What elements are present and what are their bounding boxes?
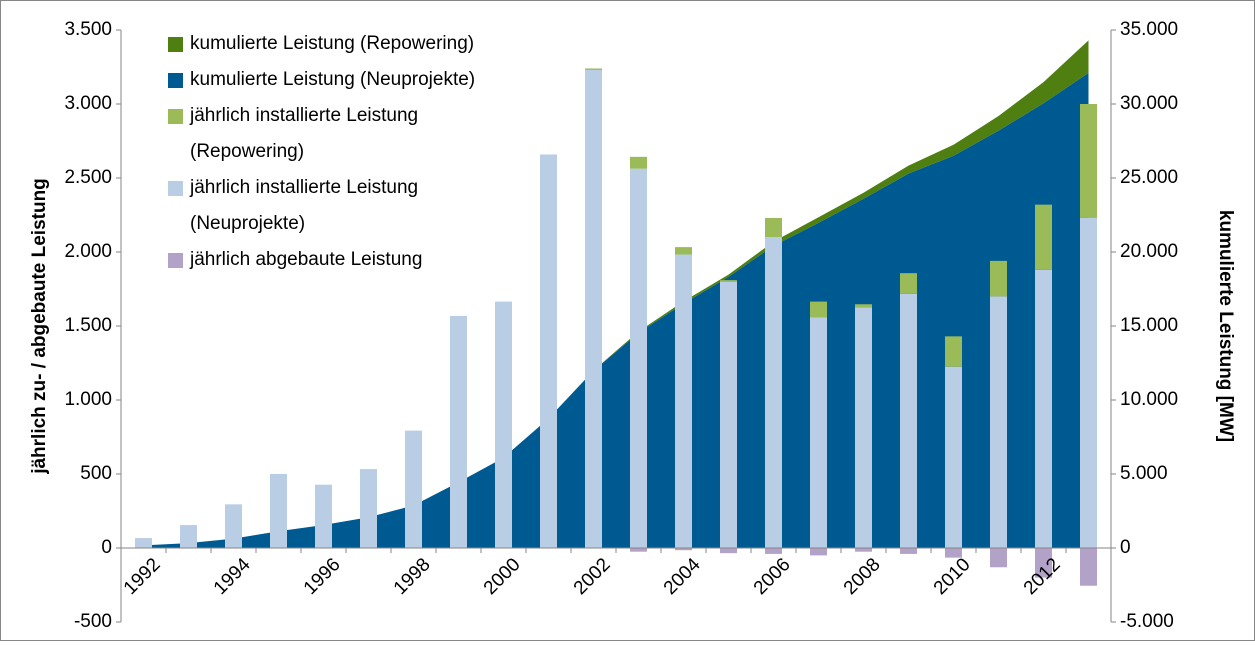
bar	[765, 217, 782, 238]
bar	[945, 366, 962, 548]
bar	[765, 548, 782, 554]
bar	[630, 548, 647, 552]
bar	[630, 156, 647, 169]
bar	[855, 307, 872, 548]
y2-tick-label: -5.000	[1120, 611, 1174, 632]
legend-swatch	[168, 181, 183, 196]
bar	[225, 504, 242, 548]
bar	[855, 304, 872, 308]
legend-swatch	[168, 253, 183, 268]
bar	[720, 281, 737, 548]
legend-item: kumulierte Leistung (Repowering)	[168, 26, 498, 62]
y-tick-label: 2.500	[64, 167, 112, 188]
bar	[1080, 217, 1097, 548]
legend-swatch	[168, 37, 183, 52]
legend-label: jährlich abgebaute Leistung	[190, 249, 423, 270]
bar	[810, 548, 827, 556]
bar	[1035, 548, 1052, 578]
bar	[1035, 269, 1052, 548]
bar	[810, 317, 827, 548]
legend-item: jährlich installierte Leistung (Repoweri…	[168, 98, 498, 170]
y2-axis-title: kumulierte Leistung [MW]	[1215, 210, 1236, 442]
y2-tick-label: 10.000	[1120, 389, 1178, 410]
bar	[270, 474, 287, 548]
bar	[900, 273, 917, 294]
y2-tick-label: 5.000	[1120, 463, 1168, 484]
bar	[1080, 548, 1097, 586]
bar	[720, 280, 737, 282]
legend-label: jährlich installierte Leistung (Neuproje…	[190, 177, 419, 234]
bar	[990, 260, 1007, 297]
bar	[765, 237, 782, 548]
y-tick-label: 0	[101, 537, 112, 558]
bar	[720, 548, 737, 554]
y-tick-label: 1.500	[64, 315, 112, 336]
bar	[585, 68, 602, 70]
bar	[315, 484, 332, 548]
legend: kumulierte Leistung (Repowering) kumulier…	[168, 26, 498, 278]
bar	[945, 336, 962, 367]
bar	[405, 430, 422, 548]
y2-tick-label: 15.000	[1120, 315, 1178, 336]
bar	[585, 69, 602, 549]
bar	[180, 525, 197, 548]
bar	[450, 315, 467, 548]
y2-tick-label: 20.000	[1120, 241, 1178, 262]
legend-label: kumulierte Leistung (Repowering)	[190, 33, 475, 54]
bar	[990, 548, 1007, 568]
legend-item: jährlich abgebaute Leistung	[168, 242, 498, 278]
legend-label: jährlich installierte Leistung (Repoweri…	[190, 105, 419, 162]
bar	[675, 254, 692, 549]
bar	[855, 548, 872, 552]
y-axis-title: jährlich zu- / abgebaute Leistung	[29, 178, 50, 475]
y-tick-label: 2.000	[64, 241, 112, 262]
y-tick-label: 3.000	[64, 93, 112, 114]
y2-tick-label: 25.000	[1120, 167, 1178, 188]
legend-label: kumulierte Leistung (Neuprojekte)	[190, 69, 476, 90]
y-tick-label: 500	[80, 463, 112, 484]
bar	[900, 548, 917, 554]
bar	[495, 301, 512, 548]
area	[143, 72, 1089, 549]
legend-swatch	[168, 73, 183, 88]
y-tick-label: -500	[74, 611, 112, 632]
bar	[675, 548, 692, 551]
bar	[900, 293, 917, 548]
y2-tick-label: 35.000	[1120, 19, 1178, 40]
legend-item: kumulierte Leistung (Neuprojekte)	[168, 62, 498, 98]
bar	[945, 548, 962, 558]
bar	[675, 247, 692, 255]
bar	[630, 168, 647, 548]
y-tick-label: 1.000	[64, 389, 112, 410]
bar	[1035, 204, 1052, 270]
bar	[360, 469, 377, 548]
y2-tick-label: 0	[1120, 537, 1131, 558]
bar	[990, 296, 1007, 548]
y2-tick-label: 30.000	[1120, 93, 1178, 114]
bar	[540, 154, 557, 548]
legend-swatch	[168, 109, 183, 124]
y-tick-label: 3.500	[64, 19, 112, 40]
bar	[810, 301, 827, 318]
legend-item: jährlich installierte Leistung (Neuproje…	[168, 170, 498, 242]
bar	[135, 538, 152, 548]
bar	[1080, 104, 1097, 218]
